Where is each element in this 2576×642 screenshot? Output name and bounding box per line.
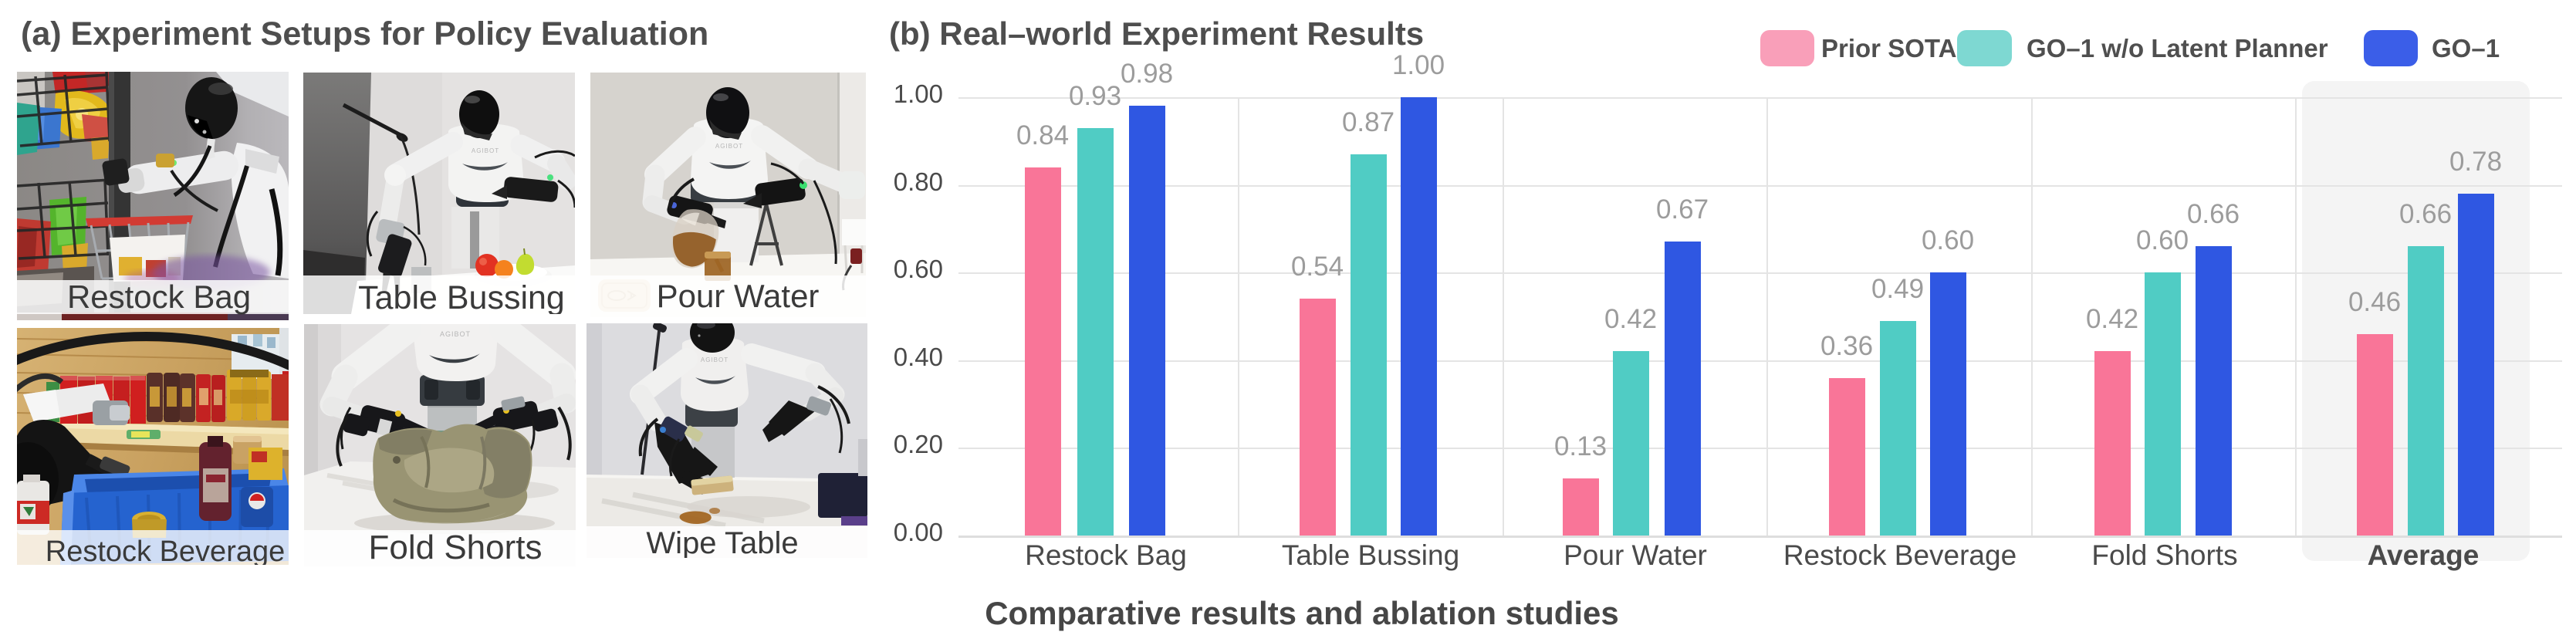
svg-text:AGIBOT: AGIBOT: [472, 147, 499, 154]
svg-text:AGIBOT: AGIBOT: [440, 330, 471, 338]
svg-text:AGIBOT: AGIBOT: [701, 356, 729, 363]
svg-text:AGIBOT: AGIBOT: [715, 143, 743, 150]
svg-text:Restock Bag: Restock Bag: [67, 279, 251, 315]
svg-text:Pour Water: Pour Water: [657, 278, 820, 314]
svg-text:Wipe Table: Wipe Table: [646, 526, 798, 558]
svg-text:Restock Beverage: Restock Beverage: [46, 536, 286, 565]
svg-text:Fold Shorts: Fold Shorts: [369, 529, 543, 566]
svg-text:Table Bussing: Table Bussing: [358, 279, 565, 314]
